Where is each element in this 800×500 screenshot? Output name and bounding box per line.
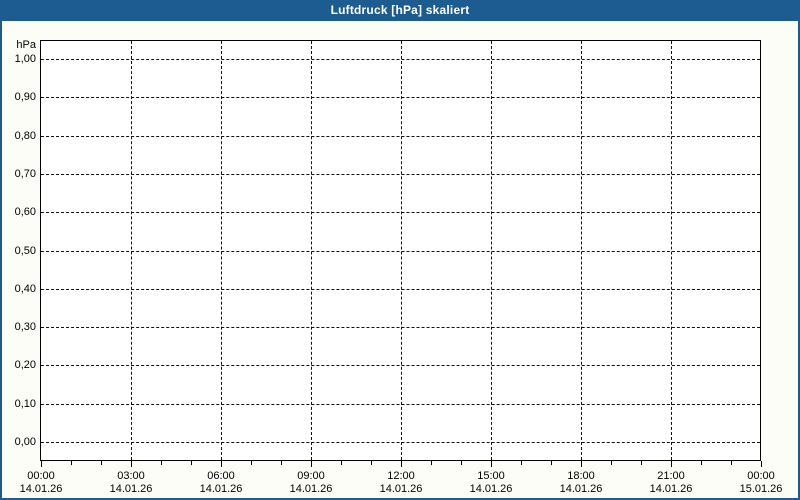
x-minor-tick [731,461,732,465]
y-axis-unit-label: hPa [16,39,36,51]
x-gridline [671,41,672,460]
x-major-tick [581,461,582,467]
x-tick-date-label: 14.01.26 [109,483,153,495]
y-gridline [41,97,760,99]
plot-area [40,40,761,461]
y-tick-label: 0,80 [14,129,36,142]
y-tick-label: 0,20 [14,359,36,372]
chart-title: Luftdruck [hPa] skaliert [330,3,470,17]
y-tick-label: 0,70 [14,167,36,180]
y-tick-label: 0,90 [14,91,36,104]
x-minor-tick [521,461,522,465]
y-gridline [41,212,760,214]
x-major-tick [41,461,42,467]
x-tick-date-label: 14.01.26 [199,483,243,495]
x-tick-time-label: 12:00 [387,470,415,482]
y-gridline [41,59,760,60]
x-minor-tick [461,461,462,465]
y-gridline [41,403,760,405]
x-major-tick [761,461,762,467]
x-gridline [221,41,222,460]
x-major-tick [401,461,402,467]
x-gridline [401,41,402,460]
y-tick-label: 0,40 [14,282,36,295]
x-tick-time-label: 03:00 [117,470,145,482]
x-major-tick [671,461,672,467]
x-minor-tick [191,461,192,465]
x-tick-date-label: 15.01.26 [739,483,783,495]
x-tick-date-label: 14.01.26 [379,483,423,495]
x-gridline [491,41,492,460]
y-gridline [41,442,760,443]
x-tick-time-label: 21:00 [657,470,685,482]
x-minor-tick [251,461,252,465]
y-gridline [41,327,760,329]
y-gridline [41,288,760,290]
x-gridline [311,41,312,460]
x-gridline [131,41,132,460]
y-tick-label: 0,10 [14,397,36,410]
y-tick-label: 0,00 [14,436,36,448]
x-minor-tick [101,461,102,465]
x-tick-time-label: 09:00 [297,470,325,482]
x-tick-time-label: 06:00 [207,470,235,482]
x-minor-tick [611,461,612,465]
x-gridline [581,41,582,460]
x-tick-time-label: 15:00 [477,470,505,482]
y-gridline [41,365,760,367]
x-major-tick [311,461,312,467]
x-minor-tick [641,461,642,465]
x-tick-time-label: 18:00 [567,470,595,482]
y-tick-label: 1,00 [14,53,36,65]
y-tick-label: 0,50 [14,244,36,257]
y-tick-label: 0,60 [14,206,36,219]
x-tick-date-label: 14.01.26 [289,483,333,495]
x-minor-tick [281,461,282,465]
x-minor-tick [161,461,162,465]
x-minor-tick [341,461,342,465]
y-tick-label: 0,30 [14,321,36,334]
chart-title-bar: Luftdruck [hPa] skaliert [0,0,800,21]
x-tick-time-label: 00:00 [27,470,55,482]
x-major-tick [221,461,222,467]
x-tick-date-label: 14.01.26 [469,483,513,495]
x-major-tick [491,461,492,467]
x-minor-tick [71,461,72,465]
x-tick-time-label: 00:00 [747,470,775,482]
x-minor-tick [701,461,702,465]
x-tick-date-label: 14.01.26 [559,483,603,495]
x-major-tick [131,461,132,467]
x-minor-tick [371,461,372,465]
x-minor-tick [431,461,432,465]
x-minor-tick [551,461,552,465]
x-tick-date-label: 14.01.26 [19,483,63,495]
y-gridline [41,250,760,252]
y-gridline [41,135,760,137]
y-gridline [41,173,760,175]
x-tick-date-label: 14.01.26 [649,483,693,495]
